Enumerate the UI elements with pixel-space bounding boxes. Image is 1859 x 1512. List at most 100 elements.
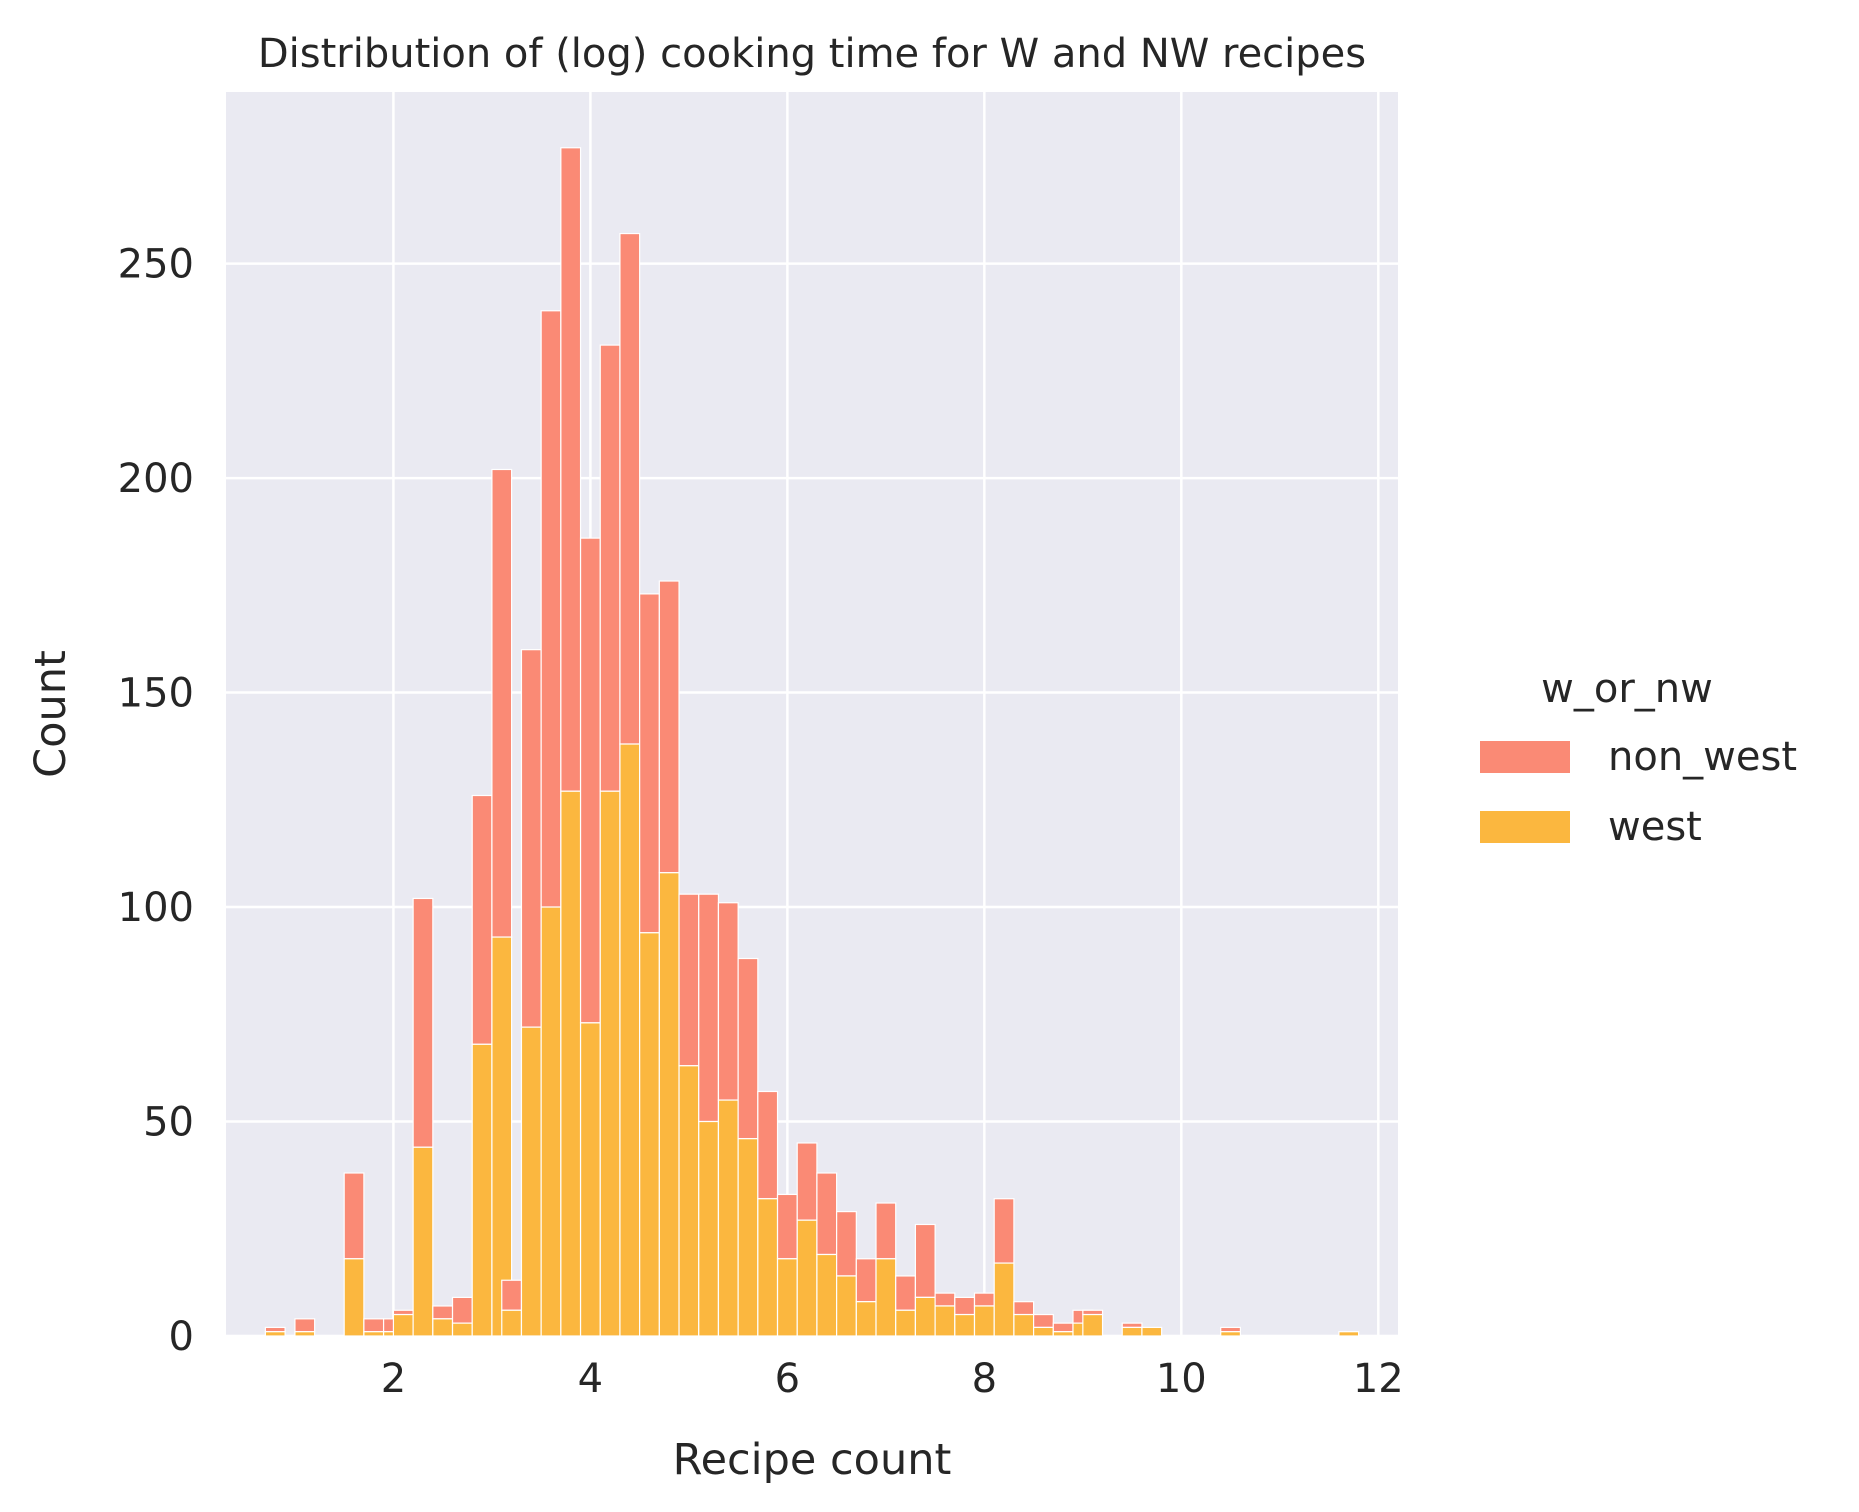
- legend: w_or_nw non_west west: [1480, 666, 1797, 850]
- bar-west: [993, 1262, 1015, 1337]
- bar-non-west: [757, 1090, 779, 1200]
- bar-west: [737, 1138, 759, 1337]
- bar-west: [432, 1318, 454, 1337]
- bar-non-west: [698, 893, 720, 1123]
- bar-west: [294, 1331, 316, 1337]
- bar-non-west: [540, 310, 562, 908]
- bar-non-west: [875, 1202, 897, 1260]
- bar-west: [875, 1258, 897, 1337]
- bar-west: [560, 790, 582, 1337]
- bar-non-west: [560, 147, 582, 792]
- bar-non-west: [520, 649, 542, 1028]
- bar-non-west: [973, 1292, 995, 1307]
- x-tick-label: 10: [1156, 1356, 1207, 1402]
- bar-non-west: [1052, 1322, 1074, 1333]
- y-tick-labels: 0 50 100 150 200 250: [118, 242, 194, 1360]
- bar-west: [836, 1275, 857, 1337]
- legend-swatch-non-west: [1480, 741, 1570, 773]
- bar-west: [540, 906, 562, 1337]
- bar-west: [816, 1253, 838, 1337]
- bar-non-west: [264, 1326, 286, 1333]
- y-tick-label: 200: [118, 456, 194, 502]
- bar-non-west: [895, 1275, 917, 1311]
- bar-west: [501, 1309, 523, 1337]
- bar-non-west: [579, 537, 601, 1024]
- bar-non-west: [855, 1258, 877, 1303]
- bar-non-west: [619, 232, 641, 745]
- bar-non-west: [1013, 1301, 1035, 1316]
- bar-west: [1220, 1331, 1242, 1337]
- bar-non-west: [954, 1296, 976, 1316]
- bar-west: [973, 1305, 995, 1337]
- bar-west: [392, 1313, 414, 1337]
- bar-non-west: [501, 1279, 523, 1311]
- bar-west: [698, 1120, 720, 1337]
- bar-west: [658, 872, 680, 1337]
- bar-west: [934, 1305, 956, 1337]
- bars-group: [264, 147, 1360, 1337]
- bar-non-west: [432, 1305, 454, 1320]
- x-tick-label: 2: [381, 1356, 406, 1402]
- x-tick-label: 8: [972, 1356, 997, 1402]
- y-tick-label: 100: [118, 885, 194, 931]
- bar-non-west: [796, 1142, 818, 1221]
- bar-non-west: [491, 468, 513, 938]
- x-tick-label: 6: [775, 1356, 800, 1402]
- bar-non-west: [599, 344, 621, 792]
- bar-non-west: [678, 893, 700, 1067]
- bar-west: [491, 936, 513, 1337]
- bar-non-west: [1082, 1309, 1104, 1316]
- chart-title: Distribution of (log) cooking time for W…: [258, 31, 1366, 77]
- bar-west: [1338, 1331, 1360, 1337]
- y-axis-label: Count: [26, 650, 76, 778]
- bar-non-west: [451, 1296, 473, 1324]
- bar-non-west: [363, 1318, 385, 1333]
- bar-non-west: [1121, 1322, 1143, 1329]
- bar-west: [343, 1258, 365, 1337]
- bar-west: [264, 1331, 286, 1337]
- bar-non-west: [1032, 1313, 1054, 1329]
- legend-swatch-west: [1480, 811, 1570, 843]
- bar-west: [796, 1219, 818, 1337]
- bar-west: [1141, 1326, 1163, 1337]
- bar-non-west: [471, 794, 493, 1045]
- bar-non-west: [392, 1309, 414, 1316]
- bar-west: [471, 1043, 493, 1337]
- bar-non-west: [934, 1292, 956, 1307]
- bar-west: [855, 1301, 877, 1337]
- x-tick-label: 4: [578, 1356, 603, 1402]
- bar-west: [520, 1026, 542, 1337]
- bar-west: [1121, 1326, 1143, 1337]
- bar-non-west: [658, 580, 680, 874]
- bar-non-west: [816, 1172, 838, 1256]
- bar-west: [579, 1022, 601, 1337]
- bar-west: [717, 1099, 739, 1337]
- bar-west: [1052, 1331, 1074, 1337]
- y-tick-label: 0: [169, 1314, 194, 1360]
- bar-non-west: [343, 1172, 365, 1260]
- x-axis-label: Recipe count: [673, 1435, 952, 1485]
- legend-title: w_or_nw: [1541, 666, 1713, 712]
- bar-west: [1032, 1326, 1054, 1337]
- bar-west: [1013, 1313, 1035, 1337]
- bar-non-west: [717, 902, 739, 1101]
- bar-west: [895, 1309, 917, 1337]
- bar-west: [363, 1331, 385, 1337]
- bar-non-west: [836, 1210, 857, 1277]
- bar-non-west: [294, 1318, 316, 1333]
- bar-non-west: [914, 1223, 936, 1298]
- bar-non-west: [993, 1198, 1015, 1264]
- bar-west: [1082, 1313, 1104, 1337]
- bar-west: [914, 1296, 936, 1337]
- bar-non-west: [412, 897, 434, 1148]
- bar-non-west: [737, 957, 759, 1140]
- bar-west: [639, 932, 660, 1337]
- bar-non-west: [1220, 1326, 1242, 1333]
- bar-west: [954, 1313, 976, 1337]
- bar-west: [619, 743, 641, 1337]
- bar-west: [451, 1322, 473, 1337]
- y-tick-label: 150: [118, 671, 194, 717]
- bar-non-west: [776, 1193, 798, 1260]
- legend-label-west: west: [1608, 804, 1702, 850]
